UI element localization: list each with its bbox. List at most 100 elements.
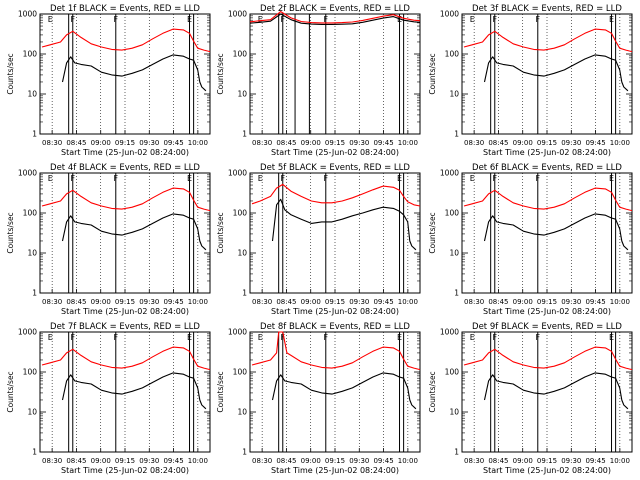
y-tick-label: 100 <box>233 50 248 59</box>
y-tick-label: 100 <box>233 368 248 377</box>
x-tick-label: 08:45 <box>66 139 86 147</box>
x-tick-label: 09:00 <box>301 139 321 147</box>
region-marker: F <box>280 174 285 183</box>
x-tick-label: 09:00 <box>301 298 321 306</box>
x-tick-label: 09:45 <box>163 298 183 306</box>
y-tick-label: 10 <box>449 408 459 417</box>
region-marker: E <box>470 333 475 342</box>
y-tick-label: 1 <box>242 448 247 457</box>
x-tick-label: 09:15 <box>115 139 135 147</box>
x-tick-label: 08:30 <box>464 298 484 306</box>
x-tick-label: 08:45 <box>276 139 296 147</box>
x-tick-label: 10:00 <box>398 139 418 147</box>
y-tick-label: 10 <box>27 408 37 417</box>
y-tick-label: 1000 <box>228 169 247 178</box>
y-tick-label: 10 <box>27 90 37 99</box>
series-events <box>61 372 207 410</box>
x-tick-label: 10:00 <box>398 457 418 465</box>
x-axis-label: Start Time (25-Jun-02 08:24:00) <box>271 148 399 157</box>
series-events <box>61 54 207 92</box>
y-tick-label: 1 <box>32 289 37 298</box>
y-tick-label: 100 <box>445 368 460 377</box>
x-tick-label: 08:30 <box>42 457 62 465</box>
x-tick-label: 10:00 <box>188 298 208 306</box>
x-axis-label: Start Time (25-Jun-02 08:24:00) <box>61 307 189 316</box>
panel-8: Det 8f BLACK = Events, RED = LLD 08:30 08:… <box>216 322 421 475</box>
panel-5: Det 5f BLACK = Events, RED = LLD 08:30 08:… <box>216 163 421 316</box>
region-marker: F <box>535 174 540 183</box>
region-marker: F <box>492 15 497 24</box>
y-tick-label: 1000 <box>440 169 459 178</box>
y-axis-label: Counts/sec <box>428 371 437 412</box>
region-marker: E <box>48 174 53 183</box>
x-tick-label: 08:30 <box>464 457 484 465</box>
y-tick-label: 1000 <box>18 328 37 337</box>
y-tick-label: 1000 <box>18 10 37 19</box>
series-lld <box>249 11 421 24</box>
x-tick-label: 10:00 <box>188 139 208 147</box>
series-lld <box>41 187 211 212</box>
y-tick-label: 10 <box>449 90 459 99</box>
region-marker: E <box>397 15 402 24</box>
x-tick-label: 08:30 <box>464 139 484 147</box>
x-tick-label: 09:45 <box>373 298 393 306</box>
x-tick-label: 08:45 <box>488 457 508 465</box>
series-lld <box>41 28 211 53</box>
region-marker: E <box>470 174 475 183</box>
x-tick-label: 08:30 <box>252 457 272 465</box>
x-tick-label: 09:15 <box>537 457 557 465</box>
x-tick-label: 09:15 <box>537 139 557 147</box>
x-tick-label: 09:30 <box>139 298 159 306</box>
series-events <box>271 198 417 251</box>
region-marker: F <box>535 15 540 24</box>
y-axis-label: Counts/sec <box>216 53 225 94</box>
x-tick-label: 09:30 <box>561 139 581 147</box>
region-marker: F <box>492 333 497 342</box>
panel-title: Det 7f BLACK = Events, RED = LLD <box>50 322 200 332</box>
x-tick-label: 10:00 <box>610 298 630 306</box>
x-axis-label: Start Time (25-Jun-02 08:24:00) <box>61 148 189 157</box>
region-marker: E <box>258 15 263 24</box>
y-tick-label: 10 <box>27 249 37 258</box>
series-lld <box>41 346 211 371</box>
series-events <box>483 213 629 251</box>
region-marker: E <box>470 15 475 24</box>
region-marker: E <box>609 174 614 183</box>
y-tick-label: 100 <box>23 209 38 218</box>
panel-title: Det 8f BLACK = Events, RED = LLD <box>260 322 410 332</box>
region-marker: F <box>113 174 118 183</box>
x-tick-label: 08:30 <box>42 139 62 147</box>
y-axis-label: Counts/sec <box>6 53 15 94</box>
y-tick-label: 100 <box>445 209 460 218</box>
x-tick-label: 09:00 <box>513 139 533 147</box>
x-tick-label: 09:30 <box>349 298 369 306</box>
y-axis-label: Counts/sec <box>216 371 225 412</box>
panel-title: Det 1f BLACK = Events, RED = LLD <box>50 4 200 14</box>
y-axis-label: Counts/sec <box>216 212 225 253</box>
panel-9: Det 9f BLACK = Events, RED = LLD 08:30 08:… <box>428 322 633 475</box>
y-tick-label: 1 <box>454 289 459 298</box>
series-events <box>271 372 417 410</box>
region-marker: E <box>187 333 192 342</box>
x-tick-label: 09:45 <box>373 139 393 147</box>
y-tick-label: 10 <box>449 249 459 258</box>
x-tick-label: 08:30 <box>252 139 272 147</box>
region-marker: E <box>48 333 53 342</box>
panel-title: Det 9f BLACK = Events, RED = LLD <box>472 322 622 332</box>
panel-title: Det 4f BLACK = Events, RED = LLD <box>50 163 200 173</box>
region-marker: F <box>70 333 75 342</box>
region-marker: E <box>187 15 192 24</box>
series-lld <box>463 28 633 53</box>
x-tick-label: 08:45 <box>276 298 296 306</box>
x-tick-label: 09:15 <box>115 298 135 306</box>
x-tick-label: 10:00 <box>398 298 418 306</box>
y-tick-label: 100 <box>23 50 38 59</box>
x-tick-label: 09:00 <box>91 298 111 306</box>
region-marker: F <box>323 333 328 342</box>
series-lld <box>251 331 421 371</box>
region-marker: E <box>609 15 614 24</box>
x-tick-label: 09:00 <box>513 457 533 465</box>
x-tick-label: 08:45 <box>488 298 508 306</box>
x-tick-label: 09:30 <box>139 139 159 147</box>
